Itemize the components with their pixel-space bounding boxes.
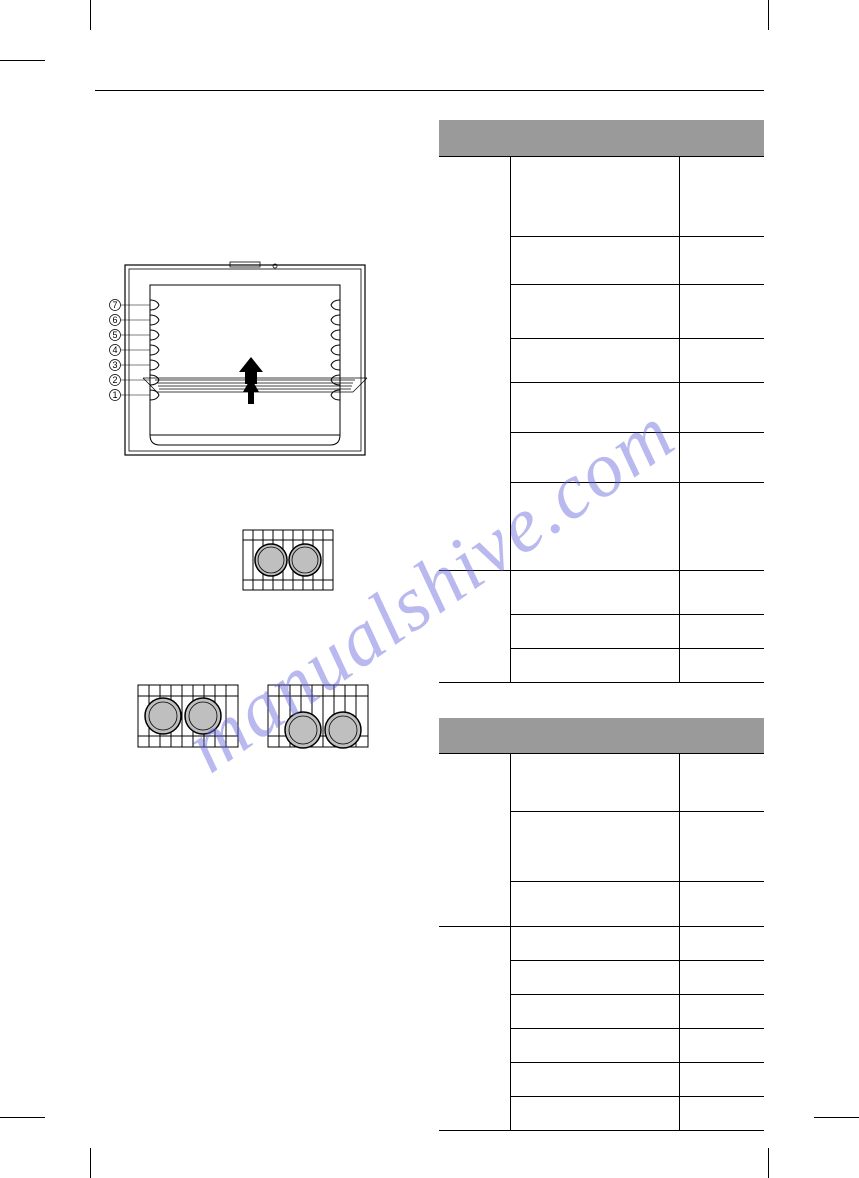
svg-text:1: 1 — [112, 390, 117, 400]
top-rule — [95, 90, 764, 91]
table-row — [439, 570, 765, 614]
crop-mark — [768, 0, 769, 30]
table-row — [439, 156, 765, 236]
tray-wrong-icons — [85, 680, 421, 752]
crop-mark — [0, 60, 45, 61]
tray-correct-icon — [155, 525, 421, 600]
right-column — [439, 110, 765, 1088]
table-row — [439, 754, 765, 812]
crop-mark — [90, 1148, 91, 1178]
crop-mark — [814, 1117, 859, 1118]
oven-diagram: 7 6 5 4 3 2 1 — [95, 260, 421, 470]
table-2 — [439, 718, 765, 1132]
table-header-row — [439, 718, 765, 754]
page-content: 7 6 5 4 3 2 1 — [95, 90, 764, 1088]
svg-text:3: 3 — [112, 360, 117, 370]
svg-text:2: 2 — [112, 375, 117, 385]
table-1 — [439, 120, 765, 683]
svg-text:4: 4 — [112, 345, 117, 355]
table-row — [439, 927, 765, 961]
svg-text:7: 7 — [112, 300, 117, 310]
svg-text:5: 5 — [112, 330, 117, 340]
crop-mark — [90, 0, 91, 30]
svg-text:6: 6 — [112, 315, 117, 325]
crop-mark — [768, 1148, 769, 1178]
table-header-row — [439, 120, 765, 156]
crop-mark — [0, 1117, 45, 1118]
left-column: 7 6 5 4 3 2 1 — [95, 110, 421, 1088]
